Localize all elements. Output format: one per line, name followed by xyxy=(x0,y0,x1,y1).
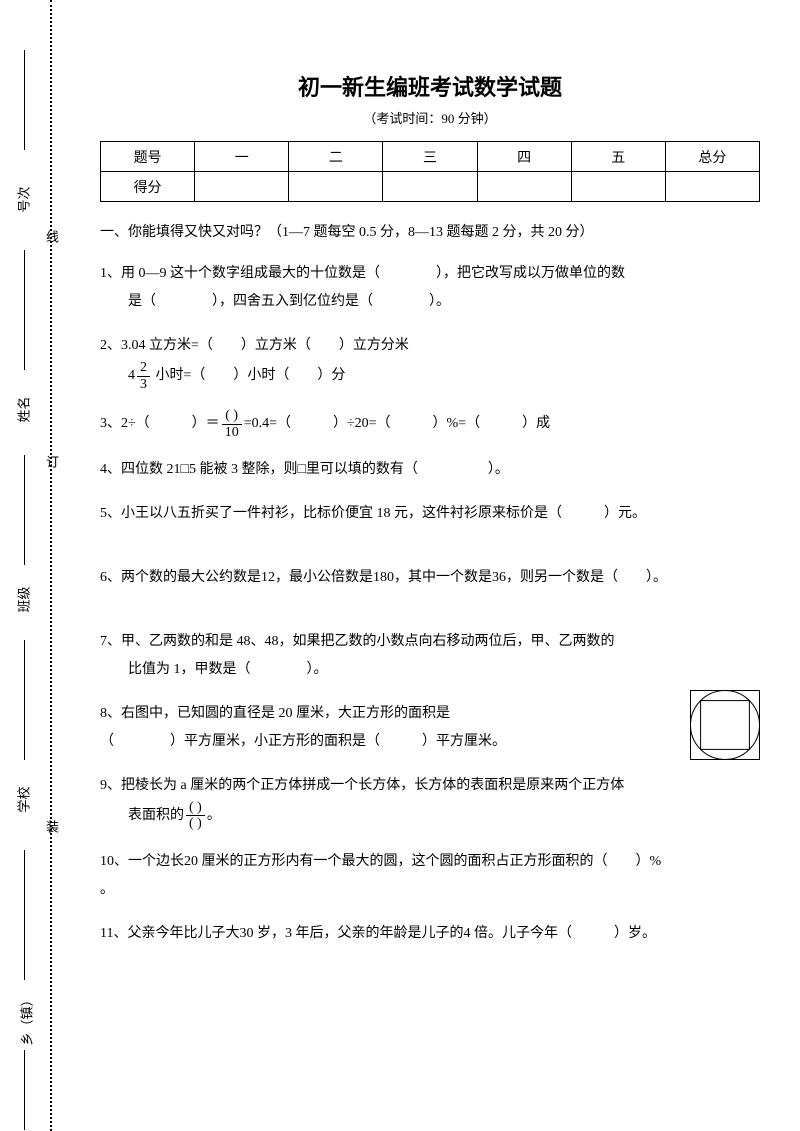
cell: 一 xyxy=(195,142,289,172)
cell xyxy=(571,172,665,202)
binding-dotted-line xyxy=(50,0,52,1131)
question-8: 8、右图中，已知圆的直径是 20 厘米，大正方形的面积是 （ ）平方厘米，小正方… xyxy=(100,700,760,756)
cell xyxy=(477,172,571,202)
cell: 三 xyxy=(383,142,477,172)
q2-line2: 423 小时=（ ）小时（ ）分 xyxy=(100,360,760,392)
q10-text: 10、一个边长20 厘米的正方形内有一个最大的圆，这个圆的面积占正方形面积的（ … xyxy=(100,854,661,869)
score-table: 题号 一 二 三 四 五 总分 得分 xyxy=(100,141,760,202)
q1-line2: 是（ ），四舍五入到亿位约是（ ）。 xyxy=(100,288,760,316)
q7-line2: 比值为 1，甲数是（ ）。 xyxy=(100,656,760,684)
binding-label-banji: 班级 xyxy=(14,586,33,612)
cell: 二 xyxy=(289,142,383,172)
binding-marker-ding: 订 xyxy=(42,455,61,476)
q8-line1: 8、右图中，已知圆的直径是 20 厘米，大正方形的面积是 xyxy=(100,706,450,721)
frac-num: ( ) xyxy=(222,408,242,424)
question-3: 3、2÷（ ）＝( )10=0.4=（ ）÷20=（ ）%=（ ）成 xyxy=(100,408,760,440)
q9-line1: 9、把棱长为 a 厘米的两个正方体拼成一个长方体，长方体的表面积是原来两个正方体 xyxy=(100,778,624,793)
binding-column: 号次 线 姓名 订 班级 学校 装 乡（镇） xyxy=(0,0,80,1131)
table-row-header: 题号 一 二 三 四 五 总分 xyxy=(101,142,760,172)
q3-fraction: ( )10 xyxy=(222,408,242,440)
cell: 四 xyxy=(477,142,571,172)
binding-marker-zhuang: 装 xyxy=(42,820,61,841)
question-10: 10、一个边长20 厘米的正方形内有一个最大的圆，这个圆的面积占正方形面积的（ … xyxy=(100,848,760,904)
cell xyxy=(195,172,289,202)
question-5: 5、小王以八五折买了一件衬衫，比标价便宜 18 元，这件衬衫原来标价是（ ）元。 xyxy=(100,500,760,528)
cell xyxy=(289,172,383,202)
question-6: 6、两个数的最大公约数是12，最小公倍数是180，其中一个数是36，则另一个数是… xyxy=(100,564,760,592)
binding-marker-xian: 线 xyxy=(42,230,61,251)
section-1-heading: 一、你能填得又快又对吗？（1—7 题每空 0.5 分，8—13 题每题 2 分，… xyxy=(100,222,760,244)
q7-line1: 7、甲、乙两数的和是 48、48，如果把乙数的小数点向右移动两位后，甲、乙两数的 xyxy=(100,634,615,649)
frac-num: ( ) xyxy=(186,800,205,816)
cell: 得分 xyxy=(101,172,195,202)
q2-mixed-whole: 4 xyxy=(128,369,135,384)
question-7: 7、甲、乙两数的和是 48、48，如果把乙数的小数点向右移动两位后，甲、乙两数的… xyxy=(100,628,760,684)
binding-label-xuexiao: 学校 xyxy=(14,786,33,812)
cell xyxy=(665,172,759,202)
cell: 五 xyxy=(571,142,665,172)
question-11: 11、父亲今年比儿子大30 岁，3 年后，父亲的年龄是儿子的4 倍。儿子今年（ … xyxy=(100,920,760,948)
page-title: 初一新生编班考试数学试题 xyxy=(100,70,760,102)
question-2: 2、3.04 立方米=（ ）立方米（ ）立方分米 423 小时=（ ）小时（ ）… xyxy=(100,332,760,392)
binding-line-5 xyxy=(24,850,25,980)
frac-num: 2 xyxy=(137,360,150,376)
frac-den: 3 xyxy=(137,377,150,392)
q2-line1: 2、3.04 立方米=（ ）立方米（ ）立方分米 xyxy=(100,338,409,353)
binding-line-3 xyxy=(24,455,25,565)
cell xyxy=(383,172,477,202)
q9-suffix: 。 xyxy=(207,808,221,823)
binding-line-1 xyxy=(24,50,25,150)
binding-label-haoxi: 号次 xyxy=(14,186,33,212)
q9-fraction: ( )( ) xyxy=(186,800,205,832)
cell: 总分 xyxy=(665,142,759,172)
q8-line2: （ ）平方厘米，小正方形的面积是（ ）平方厘米。 xyxy=(100,734,506,749)
binding-label-xiang: 乡（镇） xyxy=(17,993,36,1045)
binding-line-4 xyxy=(24,640,25,760)
binding-line-6 xyxy=(24,1050,25,1130)
frac-den: ( ) xyxy=(186,816,205,831)
q9-line2: 表面积的( )( )。 xyxy=(100,800,760,832)
question-9: 9、把棱长为 a 厘米的两个正方体拼成一个长方体，长方体的表面积是原来两个正方体… xyxy=(100,772,760,832)
q3-prefix: 3、2÷（ ）＝ xyxy=(100,416,220,431)
binding-label-xingming: 姓名 xyxy=(14,396,33,422)
q2-line2-text: 小时=（ ）小时（ ）分 xyxy=(156,369,346,384)
table-row-score: 得分 xyxy=(101,172,760,202)
q9-prefix: 表面积的 xyxy=(128,808,184,823)
q2-fraction: 23 xyxy=(137,360,150,392)
binding-line-2 xyxy=(24,250,25,370)
circle-square-diagram xyxy=(690,690,760,771)
frac-den: 10 xyxy=(222,425,242,440)
question-4: 4、四位数 21□5 能被 3 整除，则□里可以填的数有（ ）。 xyxy=(100,456,760,484)
cell: 题号 xyxy=(101,142,195,172)
q10-suffix: 。 xyxy=(100,882,114,897)
question-1: 1、用 0—9 这十个数字组成最大的十位数是（ ），把它改写成以万做单位的数 是… xyxy=(100,260,760,316)
main-content: 初一新生编班考试数学试题 （考试时间：90 分钟） 题号 一 二 三 四 五 总… xyxy=(100,70,760,964)
q3-suffix: =0.4=（ ）÷20=（ ）%=（ ）成 xyxy=(244,416,550,431)
page-subtitle: （考试时间：90 分钟） xyxy=(100,108,760,127)
q1-line1: 1、用 0—9 这十个数字组成最大的十位数是（ ），把它改写成以万做单位的数 xyxy=(100,266,625,281)
